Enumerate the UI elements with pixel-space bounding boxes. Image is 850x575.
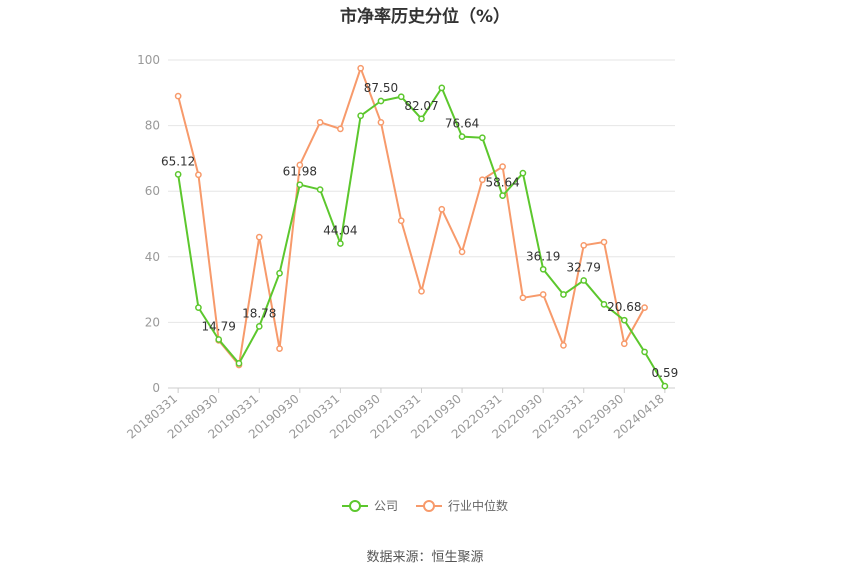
data-point-1 (174, 92, 182, 100)
data-point-1 (519, 294, 527, 302)
source-note: 数据来源：恒生聚源 (366, 550, 484, 565)
data-label: 65.12 (161, 154, 195, 168)
data-point-1 (255, 233, 263, 241)
series-line-0 (177, 86, 666, 387)
legend-label-company: 公司 (373, 499, 398, 513)
data-point-0 (560, 291, 567, 298)
data-point-0 (316, 186, 324, 193)
y-tick-label: 0 (152, 381, 160, 395)
data-point-1 (438, 205, 446, 213)
data-label: 87.50 (364, 81, 398, 95)
y-tick-label: 100 (137, 53, 160, 67)
data-point-0 (620, 316, 628, 324)
data-label: 61.98 (283, 165, 317, 179)
data-point-0 (377, 97, 385, 105)
data-point-1 (357, 64, 365, 72)
data-point-1 (620, 340, 628, 348)
data-point-1 (397, 217, 405, 225)
legend: 公司 行业中位数 (0, 497, 850, 514)
series-line-1 (177, 67, 646, 367)
y-tick-label: 80 (145, 119, 160, 133)
data-point-1 (600, 238, 608, 246)
data-point-0 (276, 269, 283, 277)
data-point-1 (316, 118, 324, 126)
data-point-1 (195, 171, 202, 179)
data-point-0 (255, 323, 263, 330)
data-point-1 (641, 304, 648, 311)
data-point-0 (580, 277, 588, 284)
data-point-1 (580, 241, 588, 249)
chart-title: 市净率历史分位（%） (339, 7, 511, 27)
data-point-1 (276, 345, 283, 352)
grid-lines: 0 20 40 60 80 100 (137, 53, 675, 395)
data-labels: 65.12 14.79 18.78 61.98 44.04 87.50 82.07 76.64… (161, 81, 678, 380)
y-tick-label: 60 (145, 184, 160, 198)
data-point-0 (174, 171, 182, 178)
data-label: 76.64 (445, 117, 479, 131)
data-point-0 (661, 382, 669, 390)
data-point-1 (377, 118, 385, 126)
data-point-0 (600, 301, 608, 308)
data-point-1 (478, 176, 486, 184)
data-point-0 (641, 348, 648, 356)
data-label: 36.19 (526, 249, 560, 263)
data-label: 14.79 (202, 319, 236, 333)
data-point-1 (296, 161, 304, 169)
data-point-0 (478, 134, 486, 142)
data-point-0 (458, 133, 466, 140)
data-point-0 (215, 336, 223, 343)
data-point-1 (560, 342, 567, 349)
y-tick-label: 20 (145, 315, 160, 329)
data-label: 20.68 (607, 300, 641, 314)
series-group (174, 64, 669, 390)
data-point-0 (296, 181, 304, 189)
data-point-1 (418, 287, 425, 295)
legend-item-company[interactable]: 公司 (341, 497, 398, 514)
data-point-0 (438, 84, 446, 92)
data-label: 58.64 (485, 176, 519, 190)
data-point-0 (519, 169, 527, 177)
data-point-0 (539, 265, 547, 273)
data-point-0 (397, 93, 405, 101)
legend-label-industry-median: 行业中位数 (448, 499, 509, 513)
legend-item-industry-median[interactable]: 行业中位数 (416, 497, 508, 514)
legend-swatch-company (341, 499, 368, 513)
data-point-1 (337, 125, 344, 133)
data-point-0 (337, 240, 344, 247)
data-label: 18.78 (242, 306, 276, 320)
data-label: 32.79 (567, 260, 601, 274)
data-label: 44.04 (323, 224, 357, 238)
data-label: 82.07 (404, 99, 438, 113)
data-point-1 (499, 163, 506, 170)
data-point-0 (357, 112, 365, 120)
y-tick-label: 40 (145, 250, 160, 264)
data-point-0 (418, 115, 425, 123)
legend-swatch-industry-median (416, 499, 442, 513)
data-point-0 (235, 360, 243, 367)
data-point-0 (499, 192, 506, 200)
data-point-0 (195, 304, 202, 311)
data-label: 0.59 (652, 366, 679, 380)
x-axis: 2018033120180930201903312019093020200331… (124, 387, 675, 442)
data-point-1 (458, 248, 466, 256)
data-point-1 (539, 291, 547, 298)
